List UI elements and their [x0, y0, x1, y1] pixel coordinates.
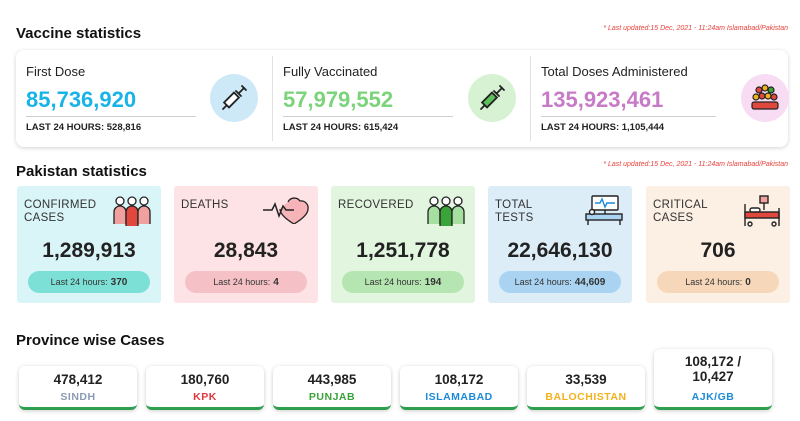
total-doses-label: Total Doses Administered — [541, 64, 688, 79]
deaths-value: 28,843 — [213, 239, 279, 262]
deaths-last24-pill: Last 24 hours: 4 — [185, 271, 307, 293]
province-section-title: Province wise Cases — [16, 332, 165, 349]
province-value: 478,412 — [53, 372, 103, 387]
fully-vaccinated-card: Fully Vaccinated 57,979,552 LAST 24 HOUR… — [273, 50, 530, 147]
deaths-card: DEATHS 28,843 Last 24 hours: 4 — [174, 186, 318, 303]
hospital-monitor-icon — [584, 194, 624, 231]
critical-cases-last24-pill: Last 24 hours: 0 — [657, 271, 779, 293]
province-card-punjab[interactable]: 443,985 PUNJAB — [273, 366, 391, 410]
total-tests-value: 22,646,130 — [507, 239, 613, 262]
syringe-icon — [210, 74, 258, 122]
province-value: 180,760 — [180, 372, 230, 387]
recovered-last24-pill: Last 24 hours: 194 — [342, 271, 464, 293]
fully-vaccinated-last24: LAST 24 HOURS: 615,424 — [283, 122, 399, 133]
people-group-icon — [111, 194, 153, 233]
province-card-islamabad[interactable]: 108,172 ISLAMABAD — [400, 366, 518, 410]
people-group-icon — [425, 194, 467, 233]
deaths-label: DEATHS — [181, 199, 229, 211]
pakistan-section-title: Pakistan statistics — [16, 163, 147, 180]
vaccine-panel: First Dose 85,736,920 LAST 24 HOURS: 528… — [16, 50, 789, 147]
critical-cases-card: CRITICAL CASES 706 Last 24 hours: 0 — [646, 186, 790, 303]
recovered-card: RECOVERED 1,251,778 Last 24 hours: 194 — [331, 186, 475, 303]
first-dose-label: First Dose — [26, 64, 86, 79]
pakistan-last-updated: * Last updated:15 Dec, 2021 - 11:24am Is… — [603, 161, 788, 168]
recovered-value: 1,251,778 — [356, 239, 450, 262]
crowd-icon — [741, 74, 789, 122]
province-value: 108,172 /10,427 — [684, 354, 742, 384]
fully-vaccinated-label: Fully Vaccinated — [283, 64, 378, 79]
province-value: 443,985 — [307, 372, 357, 387]
vaccine-last-updated: * Last updated:15 Dec, 2021 - 11:24am Is… — [603, 25, 788, 32]
first-dose-last24: LAST 24 HOURS: 528,816 — [26, 122, 142, 133]
total-doses-last24: LAST 24 HOURS: 1,105,444 — [541, 122, 665, 133]
province-value: 33,539 — [565, 372, 607, 387]
province-card-balochistan[interactable]: 33,539 BALOCHISTAN — [527, 366, 645, 410]
confirmed-cases-last24-pill: Last 24 hours: 370 — [28, 271, 150, 293]
province-name: SINDH — [60, 391, 96, 403]
critical-cases-label: CRITICAL CASES — [653, 199, 708, 224]
heartbeat-icon — [262, 194, 310, 229]
confirmed-cases-card: CONFIRMED CASES 1,289,913 Last 24 hours: 3… — [17, 186, 161, 303]
province-name: BALOCHISTAN — [545, 391, 627, 403]
total-doses-value: 135,923,461 — [541, 87, 664, 112]
province-card-kpk[interactable]: 180,760 KPK — [146, 366, 264, 410]
first-dose-value: 85,736,920 — [26, 87, 137, 112]
province-name: KPK — [193, 391, 217, 403]
total-tests-last24-pill: Last 24 hours: 44,609 — [499, 271, 621, 293]
confirmed-cases-label: CONFIRMED CASES — [24, 199, 97, 224]
first-dose-card: First Dose 85,736,920 LAST 24 HOURS: 528… — [16, 50, 272, 147]
syringe-icon — [468, 74, 516, 122]
total-tests-label: TOTAL TESTS — [495, 199, 534, 224]
total-doses-card: Total Doses Administered 135,923,461 LAS… — [531, 50, 789, 147]
vaccine-section-title: Vaccine statistics — [16, 25, 142, 42]
recovered-label: RECOVERED — [338, 199, 414, 211]
total-tests-card: TOTAL TESTS 22,646,130 Last 24 hours: 44,6… — [488, 186, 632, 303]
province-name: ISLAMABAD — [425, 391, 493, 403]
province-value: 108,172 — [434, 372, 484, 387]
hospital-bed-icon — [742, 194, 782, 233]
province-card-sindh[interactable]: 478,412 SINDH — [19, 366, 137, 410]
fully-vaccinated-value: 57,979,552 — [283, 87, 394, 112]
province-name: PUNJAB — [308, 391, 356, 403]
critical-cases-value: 706 — [700, 239, 736, 262]
province-card-ajk-gb[interactable]: 108,172 /10,427 AJK/GB — [654, 349, 772, 410]
province-name: AJK/GB — [691, 391, 735, 403]
confirmed-cases-value: 1,289,913 — [42, 239, 136, 262]
